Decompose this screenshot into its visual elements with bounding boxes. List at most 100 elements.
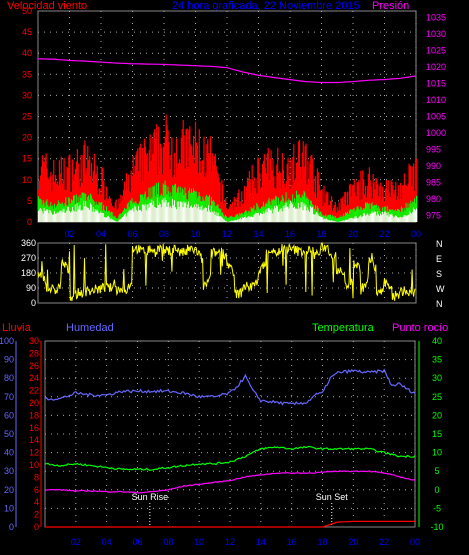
wind-min-bar: [259, 215, 261, 222]
wind-avg-bar: [211, 201, 214, 222]
wind-min-bar: [213, 210, 216, 222]
wind-gust-bar: [377, 184, 379, 222]
wind-min-bar: [201, 205, 203, 222]
rain-y-tick: 16: [29, 423, 39, 433]
pressure-y-tick: 1030: [426, 29, 446, 39]
wind-gust-bar: [214, 153, 216, 222]
wind-min-bar: [266, 212, 268, 222]
wind-min-bar: [57, 212, 60, 222]
wind-min-bar: [138, 206, 140, 222]
wind-avg-bar: [112, 215, 114, 222]
wind-min-bar: [416, 208, 418, 222]
wind-min-bar: [192, 207, 194, 222]
wind-gust-bar: [384, 188, 387, 222]
wind-gust-bar: [202, 159, 204, 222]
wind-gust-bar: [201, 160, 203, 222]
wind-min-bar: [106, 217, 108, 222]
wind-min-bar: [342, 220, 344, 222]
wind-gust-bar: [47, 177, 49, 222]
wind-avg-bar: [111, 211, 113, 222]
wind-min-bar: [199, 209, 201, 222]
wind-gust-bar: [89, 156, 91, 222]
wind-gust-bar: [240, 201, 242, 222]
wind-min-bar: [168, 202, 170, 222]
wind-avg-bar: [339, 217, 341, 222]
wind-min-bar: [268, 208, 270, 222]
wind-gust-bar: [171, 137, 173, 222]
dewpoint-label: Punto rocío: [392, 322, 448, 334]
wind-min-bar: [297, 202, 300, 222]
wind-gust-bar: [373, 182, 375, 222]
wind-min-bar: [109, 219, 112, 222]
wind-gust-bar: [82, 154, 84, 222]
wind-min-bar: [167, 202, 169, 222]
wind-min-bar: [72, 207, 74, 222]
wind-avg-bar: [370, 203, 372, 222]
wind-gust-bar: [299, 166, 302, 222]
wind-gust-bar: [320, 189, 322, 222]
wind-min-bar: [209, 210, 211, 222]
rain-y-tick: 20: [29, 398, 39, 408]
wind-gust-bar: [50, 171, 52, 222]
wind-gust-bar: [226, 208, 228, 222]
wind-gust-bar: [223, 203, 225, 222]
wind-avg-bar: [81, 192, 83, 222]
wind-avg-bar: [117, 218, 119, 222]
wind-min-bar: [326, 218, 328, 222]
wind-min-bar: [328, 220, 330, 222]
wind-min-bar: [150, 202, 152, 222]
wind-gust-bar: [334, 201, 336, 222]
wind-gust-bar: [168, 142, 170, 222]
wind-min-bar: [157, 197, 159, 222]
wind-gust-bar: [287, 157, 289, 222]
wind-gust-bar: [198, 129, 200, 222]
wind-avg-bar: [227, 217, 230, 222]
wind-avg-bar: [219, 209, 221, 222]
temp-y-tick: 10: [432, 448, 442, 458]
wind-min-bar: [72, 210, 75, 222]
wind-gust-bar: [355, 196, 357, 222]
wind-avg-bar: [71, 199, 73, 222]
rain-y-tick: 2: [34, 510, 39, 520]
wind-avg-bar: [281, 195, 284, 222]
wind-gust-bar: [208, 153, 210, 222]
wind-min-bar: [188, 201, 190, 222]
wind-gust-bar: [77, 163, 79, 222]
temp-y-tick: 25: [432, 392, 442, 402]
wind-min-bar: [219, 216, 221, 222]
wind-min-bar: [322, 217, 324, 222]
wind-gust-bar: [358, 179, 360, 222]
wind-avg-bar: [69, 198, 71, 222]
hum-x-tick: 22: [379, 537, 389, 547]
wind-avg-bar: [122, 211, 124, 222]
wind-avg-bar: [244, 212, 246, 222]
wind-gust-bar: [200, 172, 202, 222]
wind-gust-bar: [318, 184, 320, 222]
wind-gust-bar: [181, 128, 183, 222]
wind-min-bar: [112, 219, 114, 222]
wind-min-bar: [101, 212, 103, 222]
wind-gust-bar: [310, 155, 312, 222]
wind-min-bar: [198, 207, 200, 222]
wind-gust-bar: [158, 166, 161, 222]
wind-avg-bar: [295, 190, 298, 222]
wind-gust-bar: [182, 119, 184, 222]
wind-avg-bar: [239, 212, 241, 222]
wind-gust-bar: [301, 152, 303, 222]
wind-min-bar: [204, 208, 206, 222]
wind-min-bar: [330, 220, 333, 222]
wind-gust-bar: [409, 165, 411, 222]
wind-avg-bar: [91, 198, 94, 222]
wind-avg-bar: [410, 200, 412, 222]
wind-min-bar: [313, 214, 316, 222]
wind-avg-bar: [194, 191, 197, 222]
wind-min-bar: [47, 209, 49, 222]
wind-x-tick: 12: [222, 229, 232, 239]
wind-min-bar: [38, 209, 41, 222]
wind-min-bar: [135, 207, 137, 222]
wind-gust-bar: [305, 143, 307, 222]
wind-min-bar: [44, 211, 46, 222]
wind-min-bar: [265, 209, 267, 222]
wind-gust-bar: [68, 155, 70, 222]
wind-gust-bar: [55, 175, 57, 222]
